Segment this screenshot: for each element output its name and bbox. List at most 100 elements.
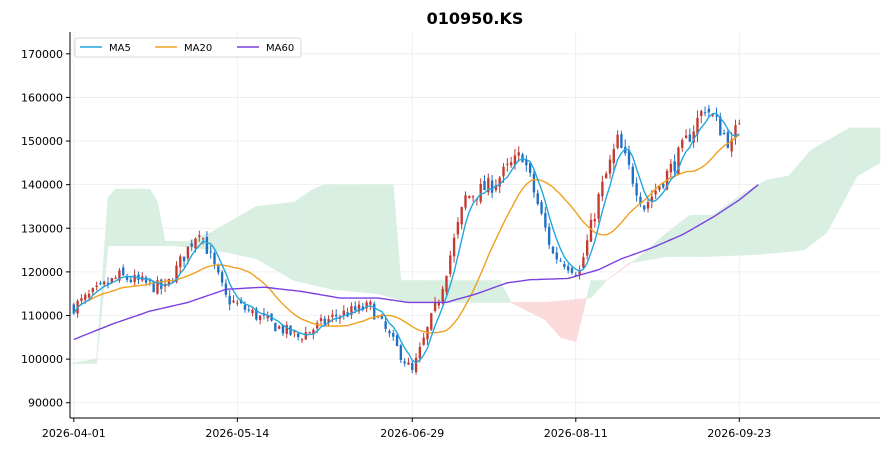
candle-down	[129, 279, 133, 282]
legend-label: MA60	[266, 43, 294, 54]
candle-up	[597, 194, 600, 219]
chart-title: 010950.KS	[427, 9, 524, 28]
candle-up	[441, 288, 444, 304]
legend-box	[74, 37, 302, 58]
candle-down	[570, 268, 574, 273]
candle-up	[460, 207, 463, 225]
candle-down	[354, 306, 357, 311]
x-tick-label: 2026-06-29	[380, 427, 444, 440]
candle-up	[198, 235, 201, 237]
candle-down	[361, 306, 364, 311]
candle-up	[669, 163, 673, 173]
candle-up	[433, 302, 437, 312]
candle-up	[452, 237, 456, 257]
candle-up	[650, 196, 654, 202]
candle-down	[521, 154, 524, 163]
axes	[69, 32, 880, 419]
y-tick-label: 120000	[21, 266, 63, 279]
candle-down	[703, 112, 707, 114]
candle-down	[388, 330, 391, 334]
candle-down	[380, 314, 384, 319]
candle-down	[566, 266, 570, 271]
candle-up	[692, 131, 695, 143]
candle-up	[430, 313, 433, 330]
x-tick-label: 2026-05-14	[205, 427, 269, 440]
candle-up	[502, 166, 505, 177]
candle-up	[506, 163, 509, 165]
candle-down	[559, 260, 562, 262]
candle-down	[688, 134, 692, 142]
candle-up	[91, 288, 94, 292]
candle-up	[304, 332, 307, 340]
candle-up	[593, 219, 596, 222]
candle-down	[72, 304, 75, 314]
candle-down	[673, 161, 676, 172]
candle-up	[194, 238, 197, 249]
y-tick-label: 170000	[21, 48, 63, 61]
candle-up	[110, 278, 114, 283]
candle-down	[528, 162, 532, 173]
candle-down	[544, 213, 547, 228]
candle-up	[445, 275, 448, 292]
candle-down	[719, 116, 722, 136]
candle-down	[662, 183, 665, 188]
candle-up	[601, 181, 604, 197]
x-tick-label: 2026-04-01	[42, 427, 106, 440]
candle-up	[738, 123, 741, 125]
candle-down	[551, 246, 555, 254]
candle-down	[323, 318, 326, 325]
candle-up	[95, 285, 98, 287]
candle-up	[201, 238, 205, 240]
candle-up	[700, 110, 703, 117]
candle-up	[612, 149, 615, 164]
candle-down	[627, 149, 631, 165]
candle-down	[190, 243, 193, 247]
candle-down	[217, 264, 220, 273]
candle-up	[471, 196, 475, 198]
candle-down	[335, 314, 338, 317]
candle-up	[414, 357, 418, 373]
cloud-segment-bullish	[508, 298, 512, 303]
candle-down	[148, 280, 152, 282]
candle-down	[228, 295, 231, 305]
candle-down	[639, 196, 642, 205]
candle-down	[281, 325, 285, 334]
candle-up	[167, 278, 171, 286]
ma5-line	[73, 112, 740, 364]
candle-up	[681, 139, 684, 148]
candle-up	[494, 185, 498, 191]
candle-down	[490, 180, 494, 193]
candle-down	[547, 226, 551, 245]
candle-down	[205, 237, 209, 254]
candle-down	[525, 159, 528, 166]
legend: MA5 MA20 MA60	[74, 37, 302, 58]
y-tick-label: 140000	[21, 179, 63, 192]
candle-down	[395, 335, 399, 346]
candle-down	[631, 166, 634, 184]
cloud-segment-bullish	[603, 280, 607, 284]
candle-up	[684, 135, 688, 139]
legend-label: MA20	[184, 43, 212, 54]
candle-up	[156, 280, 159, 294]
candle-down	[620, 134, 623, 149]
y-tick-label: 130000	[21, 222, 63, 235]
candle-up	[266, 315, 269, 319]
candle-up	[308, 331, 311, 334]
candle-up	[654, 190, 657, 195]
candle-up	[437, 302, 441, 306]
candle-up	[582, 257, 585, 268]
candle-down	[243, 305, 247, 310]
candle-up	[487, 178, 490, 193]
candle-up	[586, 240, 589, 256]
ichimoku-cloud	[69, 127, 881, 364]
candle-up	[589, 219, 593, 242]
candle-up	[407, 362, 410, 365]
candle-up	[422, 337, 425, 345]
candle-up	[342, 310, 345, 316]
candle-down	[635, 183, 638, 196]
x-axis-ticks: 2026-04-01 2026-05-14 2026-06-29 2026-08-11…	[42, 418, 771, 440]
candle-up	[357, 304, 361, 312]
candle-down	[220, 272, 224, 283]
candle-up	[513, 155, 517, 165]
candle-down	[483, 181, 486, 191]
